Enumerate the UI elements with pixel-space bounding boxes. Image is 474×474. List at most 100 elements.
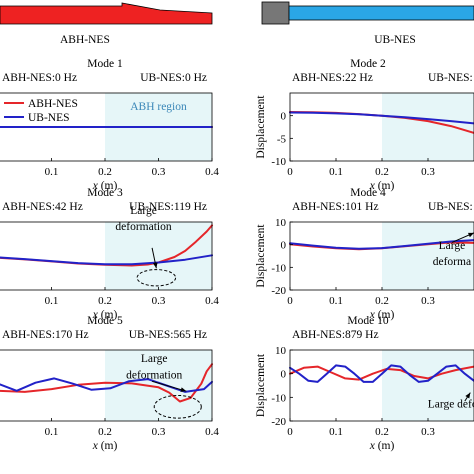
x-tick-label: 0.1 bbox=[329, 295, 343, 307]
chart-mode5: Mode 5 ABH-NES:170 Hz UB-NES:565 Hz 0.1 0.2 0… bbox=[0, 315, 219, 452]
annotation-line1: Large bbox=[439, 240, 466, 252]
ub-header-label: UB-NES bbox=[374, 34, 416, 46]
abh-header-label: ABH-NES bbox=[60, 34, 110, 46]
series-line-ub-nes bbox=[0, 254, 213, 266]
ub-frequency-label: UB-NES:119 Hz bbox=[129, 201, 207, 213]
abh-frequency-label: ABH-NES:879 Hz bbox=[292, 329, 379, 341]
y-tick-label: -20 bbox=[271, 416, 286, 428]
x-tick-label: 0.3 bbox=[152, 295, 166, 307]
y-tick-label: 0 bbox=[281, 111, 287, 123]
series-line-abh-nes bbox=[0, 363, 213, 403]
series-line-abh-nes bbox=[289, 365, 474, 381]
annotation-line1: Large bbox=[130, 205, 157, 217]
annotation-line1: Large bbox=[141, 353, 168, 365]
annotation-line1: Large deformati bbox=[428, 399, 474, 411]
y-axis-title: Displacement bbox=[255, 95, 267, 159]
x-tick-label: 0.4 bbox=[205, 295, 219, 307]
chart-mode1: Mode 1 ABH-NES:0 Hz UB-NES:0 Hz ABH region 0… bbox=[0, 58, 219, 192]
abh-region-shade bbox=[105, 222, 212, 290]
x-tick-label: 0.2 bbox=[98, 166, 112, 178]
x-tick-label: 0.3 bbox=[421, 295, 435, 307]
panels: Mode 1 ABH-NES:0 Hz UB-NES:0 Hz ABH region 0… bbox=[0, 58, 474, 452]
x-tick-label: 0.2 bbox=[98, 426, 112, 438]
x-tick-label: 0.3 bbox=[152, 166, 166, 178]
annotation-arrow-head bbox=[468, 232, 474, 238]
abh-region-shade bbox=[382, 93, 474, 161]
x-tick-label: 0.2 bbox=[375, 295, 389, 307]
x-tick-label: 0.4 bbox=[205, 166, 219, 178]
x-tick-label: 0.1 bbox=[329, 166, 343, 178]
series-line-ub-nes bbox=[289, 364, 474, 383]
y-tick-label: 0 bbox=[281, 240, 287, 252]
x-tick-label: 0.1 bbox=[329, 426, 343, 438]
x-tick-label: 0.3 bbox=[421, 426, 435, 438]
panel-title: Mode 2 bbox=[350, 58, 386, 70]
legend-label: ABH-NES bbox=[28, 98, 78, 110]
x-tick-label: 0.3 bbox=[152, 426, 166, 438]
chart-mode4: Mode 4 ABH-NES:101 Hz UB-NES: 0 0.1 0.2 0.3 x (… bbox=[255, 187, 474, 321]
annotation-arrow-head bbox=[152, 262, 158, 269]
panel-title: Mode 10 bbox=[347, 315, 388, 327]
x-tick-label: 0 bbox=[287, 295, 293, 307]
deformation-ellipse bbox=[153, 394, 202, 419]
ub-beam-shape bbox=[288, 5, 474, 21]
y-tick-label: 10 bbox=[275, 345, 287, 357]
x-tick-label: 0.1 bbox=[45, 426, 59, 438]
y-axis-title: Displacement bbox=[255, 224, 267, 288]
y-tick-label: -10 bbox=[271, 156, 286, 168]
x-axis-title: x (m) bbox=[369, 309, 395, 321]
panel-title: Mode 4 bbox=[350, 187, 386, 199]
annotation-line2: deformation bbox=[126, 369, 182, 381]
x-tick-label: 0.1 bbox=[45, 295, 59, 307]
abh-frequency-label: ABH-NES:170 Hz bbox=[2, 329, 89, 341]
ub-mass-block bbox=[261, 1, 290, 25]
y-tick-label: -10 bbox=[271, 392, 286, 404]
abh-region-shade bbox=[105, 350, 212, 421]
x-tick-label: 0.1 bbox=[45, 166, 59, 178]
y-tick-label: 10 bbox=[275, 217, 287, 229]
x-axis-title: x (m) bbox=[92, 440, 118, 452]
abh-beam-shape bbox=[0, 2, 213, 25]
series-line-ub-nes bbox=[0, 377, 213, 393]
x-tick-label: 0 bbox=[287, 166, 293, 178]
x-tick-label: 0 bbox=[287, 426, 293, 438]
x-axis-title: x (m) bbox=[369, 440, 395, 452]
ub-frequency-label: UB-NES:0 Hz bbox=[140, 72, 207, 84]
annotation-arrow-shaft bbox=[151, 380, 187, 392]
legend-label: UB-NES bbox=[28, 112, 70, 124]
panel-title: Mode 3 bbox=[87, 187, 123, 199]
abh-frequency-label: ABH-NES:42 Hz bbox=[2, 201, 83, 213]
abh-frequency-label: ABH-NES:0 Hz bbox=[2, 72, 77, 84]
annotation-line2: deforma bbox=[433, 256, 471, 268]
y-tick-label: -20 bbox=[271, 285, 286, 297]
y-axis-title: Displacement bbox=[255, 353, 267, 417]
x-axis-title: x (m) bbox=[92, 180, 118, 192]
x-tick-label: 0.3 bbox=[421, 166, 435, 178]
x-axis-title: x (m) bbox=[369, 180, 395, 192]
y-tick-label: -5 bbox=[277, 133, 287, 145]
annotation-arrow-head bbox=[180, 387, 187, 392]
chart-mode3: Mode 3 ABH-NES:42 Hz UB-NES:119 Hz 0.1 0.2 0.… bbox=[0, 187, 219, 321]
ub-frequency-label: UB-NES: bbox=[428, 72, 473, 84]
abh-region-label: ABH region bbox=[130, 101, 187, 113]
series-line-ub-nes bbox=[289, 111, 474, 125]
deformation-ellipse bbox=[136, 269, 177, 287]
x-tick-label: 0.2 bbox=[98, 295, 112, 307]
y-tick-label: -10 bbox=[271, 262, 286, 274]
x-tick-label: 0.2 bbox=[375, 426, 389, 438]
abh-region-shade bbox=[382, 350, 474, 421]
chart-mode2: Mode 2 ABH-NES:22 Hz UB-NES: 0 0.1 0.2 0.3 x (m… bbox=[255, 58, 474, 192]
panel-title: Mode 5 bbox=[87, 315, 123, 327]
annotation-line2: deformation bbox=[115, 221, 171, 233]
annotation-arrow-head bbox=[465, 392, 471, 399]
series-line-ub-nes bbox=[289, 239, 474, 250]
panel-title: Mode 1 bbox=[87, 58, 123, 70]
ub-frequency-label: UB-NES:565 Hz bbox=[129, 329, 207, 341]
ub-frequency-label: UB-NES: bbox=[428, 201, 473, 213]
x-tick-label: 0.2 bbox=[375, 166, 389, 178]
y-tick-label: 0 bbox=[281, 369, 287, 381]
x-axis-title: x (m) bbox=[92, 309, 118, 321]
header: ABH-NES UB-NES bbox=[0, 1, 474, 46]
